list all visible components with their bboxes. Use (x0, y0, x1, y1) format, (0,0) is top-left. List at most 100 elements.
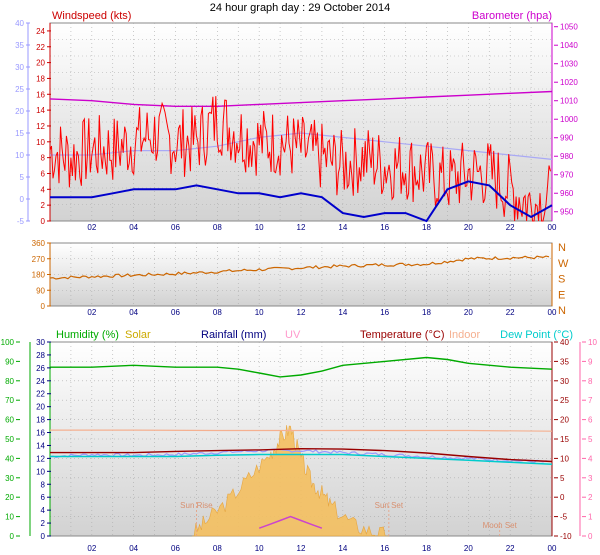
baro-tick: 990 (560, 134, 574, 143)
baro-tick: 1000 (560, 115, 578, 124)
direction-panel (49, 242, 553, 307)
temp-tick: 25 (560, 396, 569, 405)
rain-tick: 20 (36, 403, 45, 412)
wind-x-tick: 20 (464, 223, 473, 232)
series-apparent (49, 448, 550, 464)
compass-label: S (558, 274, 565, 286)
wind-x-tick: 22 (506, 223, 515, 232)
temp-tick: 0 (560, 493, 565, 502)
dir-x-tick: 06 (171, 308, 180, 317)
wx-x-tick: 02 (87, 544, 96, 553)
uv-tick: 8 (588, 377, 593, 386)
dir-x-tick: 14 (338, 308, 347, 317)
humidity-tick: 90 (5, 357, 14, 366)
annotation-label: Sun Set (375, 501, 404, 510)
temp-tick: 40 (560, 338, 569, 347)
dir-x-tick: 16 (380, 308, 389, 317)
series-wind-average (50, 180, 553, 223)
uv-tick: 9 (588, 357, 593, 366)
uv-tick: 2 (588, 493, 593, 502)
wind-x-tick: 04 (129, 223, 138, 232)
series-temperature (50, 447, 553, 463)
wx-x-tick: 16 (380, 544, 389, 553)
uv-tick: 1 (588, 513, 593, 522)
wind-x-tick: 14 (338, 223, 347, 232)
wx-x-tick: 22 (506, 544, 515, 553)
annotation-label: Sun Rise (180, 501, 213, 510)
rain-tick: 2 (41, 519, 46, 528)
rain-tick: 22 (36, 390, 45, 399)
rain-tick: 14 (36, 441, 45, 450)
rain-tick: 10 (36, 467, 45, 476)
dir-x-tick: 00 (548, 308, 557, 317)
rain-tick: 4 (41, 506, 46, 515)
compass-label: W (558, 258, 569, 270)
humidity-tick: 80 (5, 377, 14, 386)
rain-tick: 12 (36, 454, 45, 463)
dir-tick: 90 (36, 286, 45, 295)
series-solar-area (192, 425, 389, 537)
wind-tick: 4 (41, 185, 46, 194)
series-gust-scale (50, 132, 553, 160)
temp-tick: 20 (560, 416, 569, 425)
wind-tick: 12 (36, 122, 45, 131)
dir-tick: 360 (32, 239, 46, 248)
temp-tick: 10 (560, 454, 569, 463)
uv-tick: 7 (588, 396, 593, 405)
wx-x-tick: 06 (171, 544, 180, 553)
far-left-tick: 35 (15, 41, 24, 50)
wx-x-tick: 18 (422, 544, 431, 553)
humidity-tick: 30 (5, 474, 14, 483)
humidity-tick: 60 (5, 416, 14, 425)
legend-label: Dew Point (°C) (500, 329, 573, 341)
wind-x-tick: 08 (213, 223, 222, 232)
humidity-tick: 70 (5, 396, 14, 405)
wx-x-tick: 20 (464, 544, 473, 553)
wx-x-tick: 10 (255, 544, 264, 553)
rain-tick: 16 (36, 429, 45, 438)
humidity-tick: 20 (5, 493, 14, 502)
baro-tick: 960 (560, 189, 574, 198)
far-left-tick: 30 (15, 63, 24, 72)
wind-x-tick: 06 (171, 223, 180, 232)
far-left-tick: 10 (15, 151, 24, 160)
dir-tick: 0 (41, 302, 46, 311)
rain-tick: 6 (41, 493, 46, 502)
dir-tick: 270 (32, 255, 46, 264)
rain-tick: 18 (36, 416, 45, 425)
humidity-tick: 40 (5, 454, 14, 463)
wind-tick: 16 (36, 90, 45, 99)
wind-tick: 22 (36, 43, 45, 52)
barometer-axis-label: Barometer (hpa) (472, 10, 552, 22)
humidity-tick: 0 (10, 532, 15, 541)
baro-tick: 970 (560, 171, 574, 180)
wind-x-tick: 00 (548, 223, 557, 232)
uv-tick: 4 (588, 454, 593, 463)
series-windspeed (49, 96, 551, 222)
wx-x-tick: 14 (338, 544, 347, 553)
dir-x-tick: 02 (87, 308, 96, 317)
compass-label: N (558, 305, 566, 317)
series-uv (258, 515, 323, 529)
wind-x-tick: 10 (255, 223, 264, 232)
compass-label: N (558, 242, 566, 254)
wind-tick: 20 (36, 59, 45, 68)
temp-tick: 15 (560, 435, 569, 444)
rain-tick: 28 (36, 351, 45, 360)
legend-label: UV (285, 329, 301, 341)
rain-tick: 0 (41, 532, 46, 541)
humidity-tick: 50 (5, 435, 14, 444)
uv-tick: 10 (588, 338, 597, 347)
uv-tick: 3 (588, 474, 593, 483)
wx-x-tick: 04 (129, 544, 138, 553)
wind-tick: 24 (36, 27, 45, 36)
wind-tick: 6 (41, 169, 46, 178)
wind-x-tick: 02 (87, 223, 96, 232)
dir-x-tick: 12 (297, 308, 306, 317)
wind-tick: 2 (41, 201, 46, 210)
humidity-tick: 10 (5, 513, 14, 522)
legend-label: Humidity (%) (56, 329, 119, 341)
far-left-tick: 20 (15, 107, 24, 116)
series-wind-direction (49, 255, 550, 280)
